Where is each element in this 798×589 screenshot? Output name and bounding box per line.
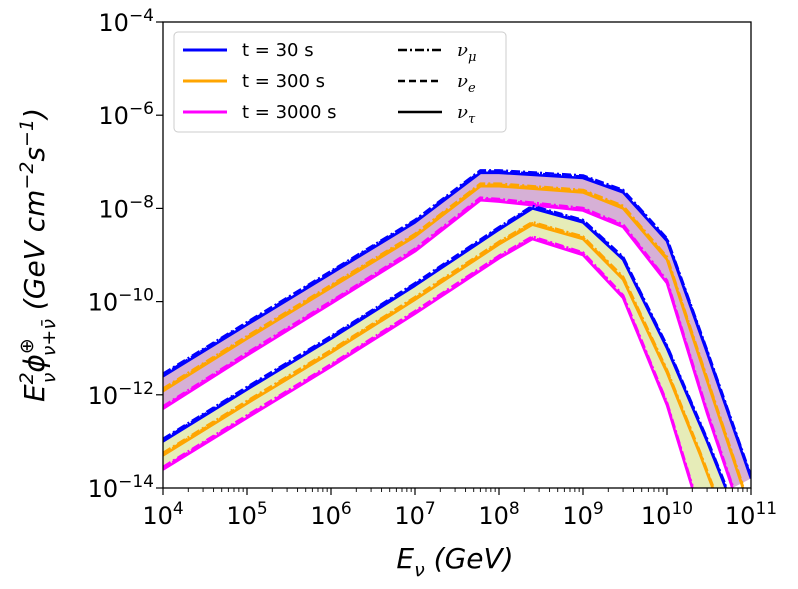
curve-lower-t-30-s-e bbox=[163, 205, 727, 488]
curve-lower-t-300-s-e bbox=[163, 221, 714, 488]
y-axis-title: E2νϕ⊕ν+ν̄ (GeV cm−2s−1) bbox=[16, 108, 60, 402]
y-axis-ticks: 10−14 10−12 10−10 10−8 10−6 10−4 bbox=[88, 6, 163, 503]
legend-label-time: t = 3000 s bbox=[242, 102, 337, 123]
x-tick-label: 1010 bbox=[641, 499, 693, 530]
x-axis-title: Eν (GeV) bbox=[396, 542, 513, 581]
x-tick-label: 109 bbox=[562, 499, 603, 530]
x-tick-label: 106 bbox=[310, 499, 351, 530]
svg-text:E2νϕ⊕ν+ν̄ (GeV cm−2s−1): E2νϕ⊕ν+ν̄ (GeV cm−2s−1) bbox=[16, 108, 60, 402]
curve-lower-t-30-s-mu bbox=[163, 204, 727, 486]
x-axis-ticks: 104 105 106 107 108 109 1010 1011 bbox=[142, 488, 777, 530]
x-tick-label: 1011 bbox=[725, 499, 777, 530]
y-tick-label: 10−6 bbox=[98, 99, 154, 130]
x-tick-label: 104 bbox=[142, 499, 183, 530]
y-tick-label: 10−12 bbox=[88, 379, 154, 410]
x-tick-label: 108 bbox=[478, 499, 519, 530]
curve-lower-t-3000-s-e bbox=[163, 236, 694, 487]
legend-label-time: t = 30 s bbox=[242, 40, 314, 61]
plot-frame bbox=[162, 21, 752, 489]
legend-box bbox=[173, 31, 507, 133]
y-tick-label: 10−10 bbox=[88, 286, 154, 317]
x-tick-label: 105 bbox=[226, 499, 267, 530]
shaded-bands bbox=[163, 172, 751, 488]
upper-band-fill bbox=[163, 172, 751, 488]
y-tick-label: 10−4 bbox=[98, 6, 154, 37]
y-tick-label: 10−14 bbox=[88, 472, 154, 503]
curve-upper-t-30-s-mu bbox=[163, 169, 751, 477]
y-tick-label: 10−8 bbox=[98, 192, 154, 223]
legend-label-time: t = 300 s bbox=[242, 71, 325, 92]
curves bbox=[163, 169, 751, 488]
curve-upper-t-30-s-e bbox=[163, 170, 751, 478]
legend-times: t = 30 s t = 300 s t = 3000 s bbox=[183, 40, 337, 123]
curve-lower-t-3000-s-mu bbox=[163, 235, 694, 486]
x-tick-label: 107 bbox=[394, 499, 435, 530]
curve-upper-t-3000-s-mu bbox=[163, 196, 734, 486]
curve-upper-t-300-s-mu bbox=[163, 182, 745, 486]
